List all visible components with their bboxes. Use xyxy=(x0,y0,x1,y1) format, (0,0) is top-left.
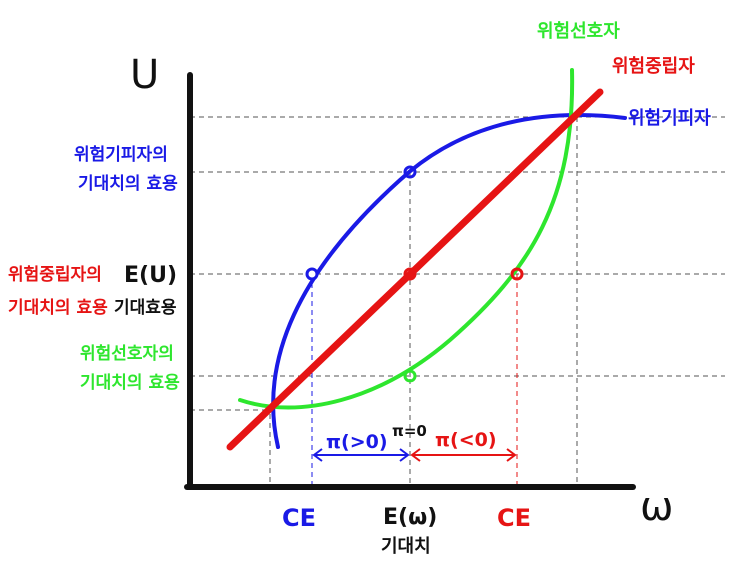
neutral-eu-label-1: 위험중립자의 xyxy=(8,264,102,285)
risk-seeking-curve xyxy=(238,68,575,410)
neutral-eu-label-2: 기대치의 효용 xyxy=(8,298,108,318)
averse-ce-point xyxy=(305,267,319,281)
x-axis-label: ω xyxy=(640,484,674,530)
positive-premium-arrow xyxy=(312,448,410,462)
zero-premium-label: π=0 xyxy=(392,422,427,440)
ce-left-label: CE xyxy=(282,504,316,532)
neutral-eu-point xyxy=(403,267,417,281)
expected-value-word: 기대치 xyxy=(381,536,431,557)
averse-eu-label-1: 위험기피자의 xyxy=(74,144,168,165)
expected-utility-word: 기대효용 xyxy=(114,298,177,318)
negative-premium-label: π(<0) xyxy=(435,429,497,451)
seeking-eu-point xyxy=(403,369,417,383)
ce-right-label: CE xyxy=(497,504,531,532)
risk-averse-label: 위험기피자 xyxy=(628,107,711,129)
seeking-eu-label-1: 위험선호자의 xyxy=(80,343,174,364)
averse-eu-label-2: 기대치의 효용 xyxy=(78,174,178,194)
negative-premium-arrow xyxy=(410,448,517,462)
eu-symbol-label: E(U) xyxy=(124,263,177,288)
seeking-ce-point xyxy=(510,267,524,281)
positive-premium-label: π(>0) xyxy=(326,431,388,453)
guide-lines xyxy=(190,116,725,485)
seeking-eu-label-2: 기대치의 효용 xyxy=(80,373,180,393)
risk-neutral-label: 위험중립자 xyxy=(612,55,695,77)
risk-averse-curve xyxy=(271,112,627,449)
expected-wealth-label: E(ω) xyxy=(383,505,437,530)
risk-neutral-line xyxy=(226,88,604,451)
y-axis-label: U xyxy=(130,52,159,98)
averse-eu-point xyxy=(403,165,417,179)
risk-seeking-label: 위험선호자 xyxy=(537,20,620,42)
